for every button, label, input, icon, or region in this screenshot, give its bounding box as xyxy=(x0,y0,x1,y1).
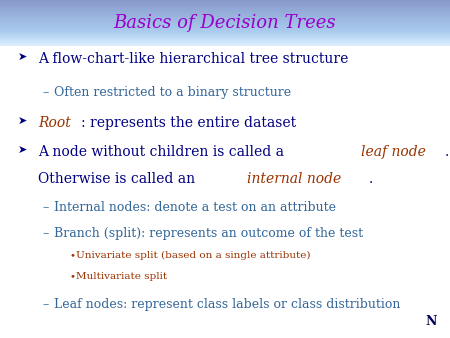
Text: •: • xyxy=(70,251,76,260)
Text: A node without children is called a: A node without children is called a xyxy=(38,145,288,159)
Bar xyxy=(0,25,450,26)
Bar xyxy=(0,15,450,16)
Bar xyxy=(0,11,450,12)
Text: leaf node: leaf node xyxy=(361,145,426,159)
Text: –: – xyxy=(43,227,49,240)
Bar xyxy=(0,0,450,1)
Text: Often restricted to a binary structure: Often restricted to a binary structure xyxy=(54,86,291,99)
Bar xyxy=(0,36,450,37)
Text: .: . xyxy=(368,172,373,186)
Bar xyxy=(0,35,450,36)
Text: Basics of Decision Trees: Basics of Decision Trees xyxy=(114,14,336,32)
Text: .: . xyxy=(445,145,450,159)
Bar xyxy=(0,21,450,22)
Bar xyxy=(0,1,450,2)
Bar xyxy=(0,30,450,31)
Bar xyxy=(0,5,450,6)
Text: Internal nodes: denote a test on an attribute: Internal nodes: denote a test on an attr… xyxy=(54,201,336,214)
Bar xyxy=(0,3,450,4)
Text: –: – xyxy=(43,298,49,311)
Text: Multivariate split: Multivariate split xyxy=(76,272,167,281)
Text: : represents the entire dataset: : represents the entire dataset xyxy=(81,116,296,129)
Bar xyxy=(0,9,450,10)
Bar xyxy=(0,43,450,44)
Bar xyxy=(0,20,450,21)
Bar xyxy=(0,7,450,8)
Bar xyxy=(0,12,450,13)
Bar xyxy=(0,31,450,32)
Bar xyxy=(0,42,450,43)
Bar xyxy=(0,39,450,40)
Bar xyxy=(0,18,450,19)
Text: –: – xyxy=(43,86,49,99)
Text: ➤: ➤ xyxy=(18,145,27,155)
Text: •: • xyxy=(70,272,76,281)
Text: Otherwise is called an: Otherwise is called an xyxy=(38,172,200,186)
Bar xyxy=(0,16,450,17)
Bar xyxy=(0,4,450,5)
Bar xyxy=(0,22,450,23)
Bar xyxy=(0,23,450,24)
Bar xyxy=(0,10,450,11)
Bar xyxy=(0,28,450,29)
Text: Leaf nodes: represent class labels or class distribution: Leaf nodes: represent class labels or cl… xyxy=(54,298,400,311)
Bar xyxy=(0,41,450,42)
Text: Root: Root xyxy=(38,116,71,129)
Bar xyxy=(0,37,450,38)
Text: internal node: internal node xyxy=(247,172,341,186)
Bar xyxy=(0,26,450,27)
Bar xyxy=(0,6,450,7)
Bar xyxy=(0,32,450,33)
Bar xyxy=(0,27,450,28)
Bar xyxy=(0,34,450,35)
Bar xyxy=(0,2,450,3)
Bar xyxy=(0,29,450,30)
Bar xyxy=(0,24,450,25)
Bar xyxy=(0,17,450,18)
Text: –: – xyxy=(43,201,49,214)
Bar xyxy=(0,45,450,46)
Bar xyxy=(0,38,450,39)
Text: ➤: ➤ xyxy=(18,52,27,63)
Bar xyxy=(0,40,450,41)
Bar xyxy=(0,14,450,15)
Text: A flow-chart-like hierarchical tree structure: A flow-chart-like hierarchical tree stru… xyxy=(38,52,349,66)
Bar xyxy=(0,33,450,34)
Bar xyxy=(0,13,450,14)
Bar xyxy=(0,44,450,45)
Bar xyxy=(0,8,450,9)
Text: ➤: ➤ xyxy=(18,116,27,126)
Bar xyxy=(0,19,450,20)
Text: N: N xyxy=(425,315,436,328)
Text: Univariate split (based on a single attribute): Univariate split (based on a single attr… xyxy=(76,251,311,260)
Text: Branch (split): represents an outcome of the test: Branch (split): represents an outcome of… xyxy=(54,227,363,240)
